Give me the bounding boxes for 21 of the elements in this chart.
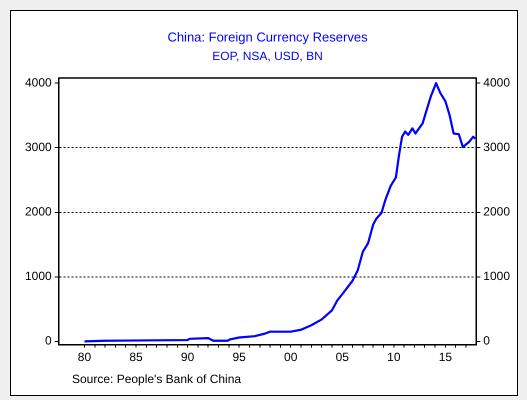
x-tick-label: 95 [232,350,246,364]
chart-subtitle: EOP, NSA, USD, BN [212,49,323,64]
y-tick-label: 2000 [24,204,52,219]
x-tick-label: 90 [180,350,195,364]
x-tick-label: 10 [387,350,401,364]
y-tick-label: 0 [45,334,52,348]
y2-tick-label: 4000 [483,75,510,90]
x-tick-label: 00 [284,350,298,364]
x-tick-label: 85 [129,350,144,364]
x-tick-label: 15 [438,350,452,364]
x-tick-label: 05 [336,350,350,364]
source-note: Source: People's Bank of China [72,372,242,386]
y2-tick-label: 3000 [483,140,510,154]
y-tick-label: 4000 [24,75,52,90]
y2-tick-label: 2000 [483,204,510,219]
y-tick-label: 1000 [24,269,52,284]
chart-title: China: Foreign Currency Reserves [167,29,368,44]
y2-tick-label: 1000 [483,269,510,284]
y-tick-label: 3000 [24,140,52,154]
x-tick-label: 80 [78,350,92,364]
y2-tick-label: 0 [483,334,490,348]
